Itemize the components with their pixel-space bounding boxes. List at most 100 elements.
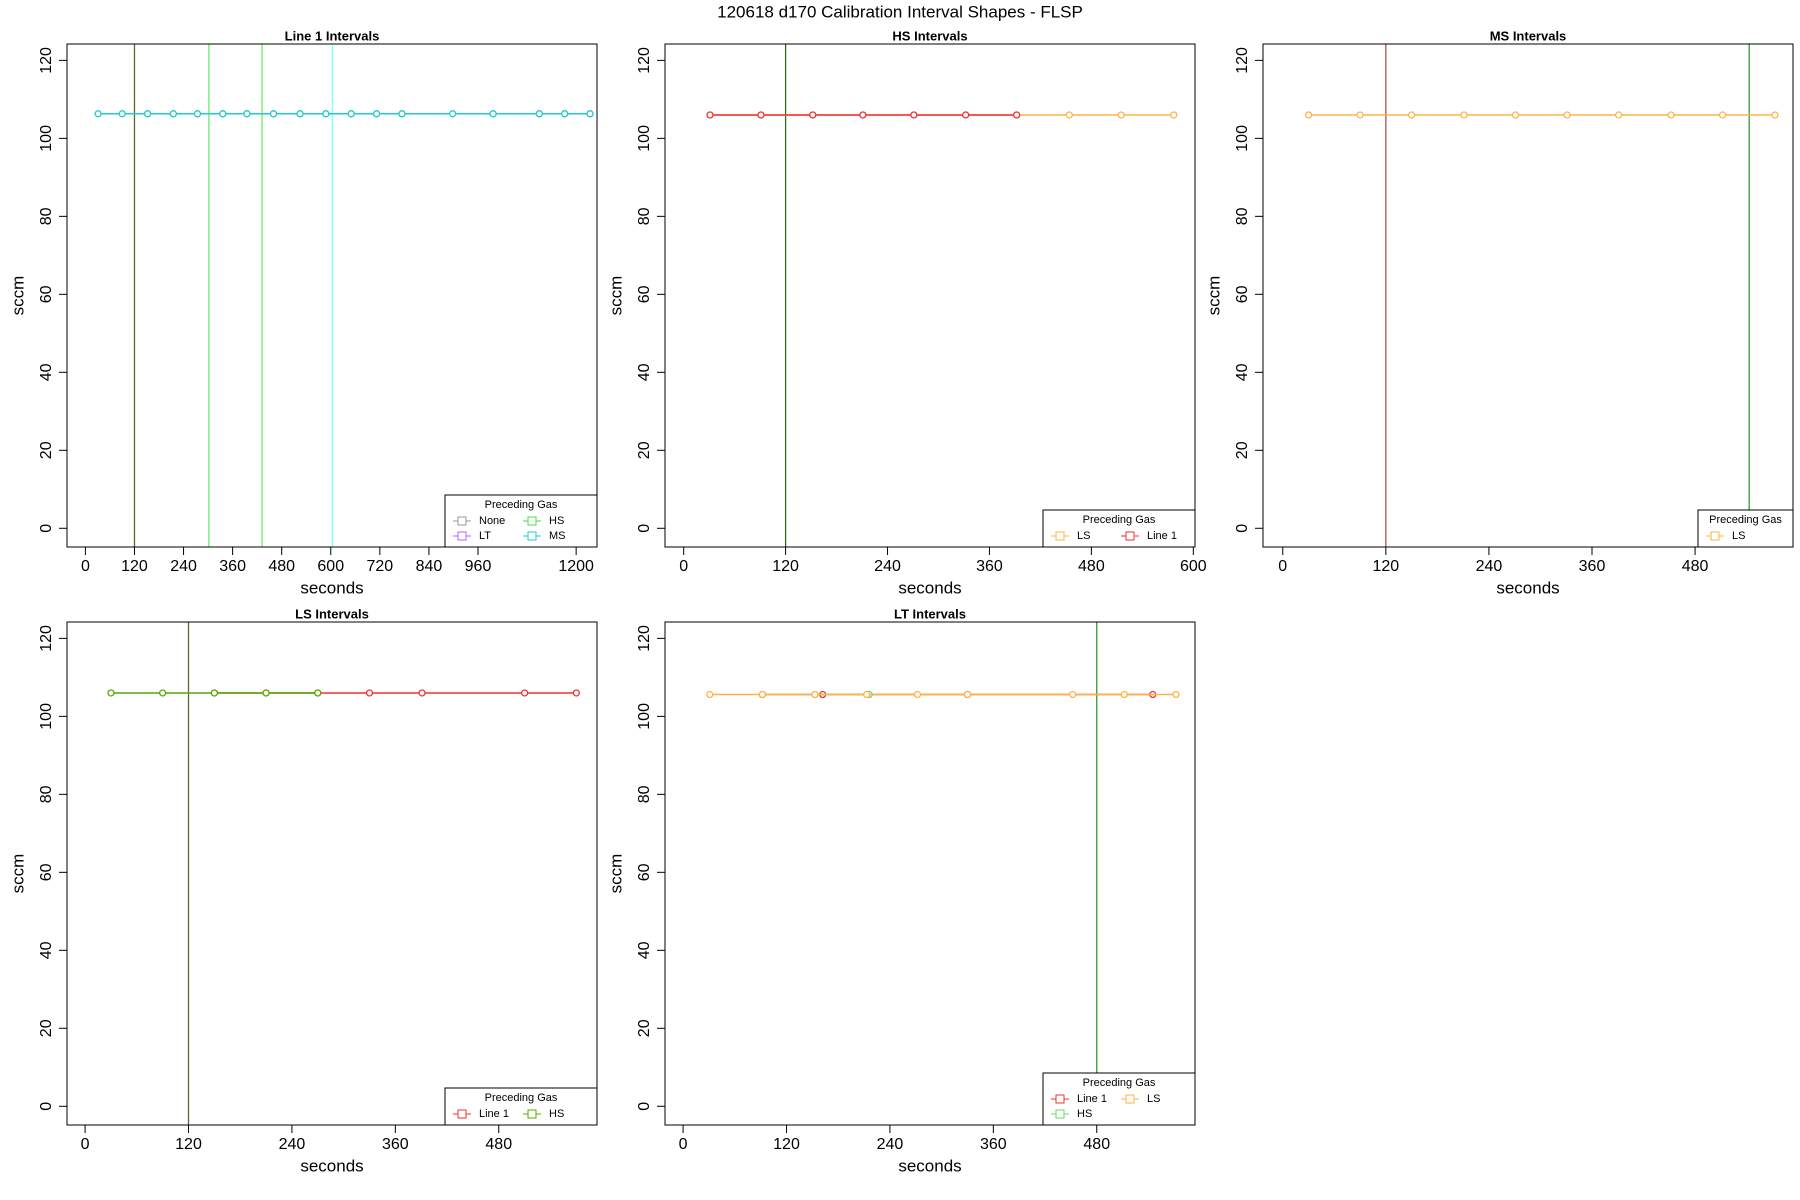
- data-point: [107, 689, 115, 697]
- plot-frame: [664, 43, 1196, 548]
- data-point: [1460, 111, 1468, 119]
- x-tick-label: 480: [1078, 558, 1105, 575]
- x-tick-label: 120: [772, 558, 799, 575]
- y-tick-label: 120: [636, 625, 653, 652]
- x-tick-label: 360: [219, 558, 246, 575]
- panel-title: LS Intervals: [295, 606, 369, 621]
- panel: MS Intervals 0 120 240 360 480 0 20 40 60 80 100 120…: [1204, 28, 1794, 597]
- y-tick-label: 20: [636, 441, 653, 459]
- data-point: [118, 110, 126, 118]
- x-tick-label: 0: [1278, 558, 1287, 575]
- legend-marker: [1055, 531, 1065, 541]
- y-tick-label: 120: [636, 47, 653, 74]
- legend-marker: [457, 1109, 467, 1119]
- data-point: [159, 689, 167, 697]
- y-axis-label: sccm: [8, 854, 27, 894]
- legend-marker: [527, 1109, 537, 1119]
- legend-label: LT: [479, 530, 491, 542]
- data-point: [561, 110, 569, 118]
- legend-label: MS: [549, 530, 566, 542]
- x-tick-label: 600: [317, 558, 344, 575]
- legend-label: LS: [1732, 530, 1745, 542]
- data-point: [910, 111, 918, 119]
- data-point: [757, 111, 765, 119]
- x-tick-label: 720: [366, 558, 393, 575]
- legend-title: Preceding Gas: [1083, 1077, 1156, 1089]
- legend-title: Preceding Gas: [1083, 514, 1156, 526]
- data-point: [1563, 111, 1571, 119]
- data-point: [1170, 111, 1178, 119]
- legend-label: None: [479, 515, 505, 527]
- data-point: [1172, 690, 1180, 699]
- y-tick-label: 20: [38, 1019, 55, 1037]
- data-point: [347, 110, 355, 118]
- data-point: [535, 110, 543, 118]
- x-tick-label: 480: [485, 1136, 512, 1153]
- x-axis-label: seconds: [898, 1156, 961, 1175]
- data-point: [1120, 690, 1128, 699]
- y-tick-label: 40: [1234, 363, 1251, 381]
- y-tick-label: 100: [38, 125, 55, 152]
- y-tick-label: 0: [1234, 524, 1251, 533]
- y-axis-label: sccm: [1204, 276, 1223, 316]
- y-axis-label: sccm: [606, 276, 625, 316]
- x-axis-label: seconds: [898, 578, 961, 597]
- data-point: [1511, 111, 1520, 119]
- data-point: [1065, 111, 1073, 119]
- data-point: [169, 110, 177, 118]
- x-tick-label: 0: [679, 1136, 688, 1153]
- legend-label: Line 1: [479, 1108, 509, 1120]
- x-tick-label: 360: [1579, 558, 1606, 575]
- data-point: [94, 110, 102, 118]
- plot-frame: [664, 621, 1196, 1126]
- y-tick-label: 20: [38, 441, 55, 459]
- legend-marker: [1055, 1109, 1065, 1119]
- data-point: [398, 110, 406, 118]
- y-tick-label: 120: [1234, 47, 1251, 74]
- x-tick-label: 480: [268, 558, 295, 575]
- legend-box: [1042, 509, 1196, 548]
- y-tick-label: 80: [636, 785, 653, 803]
- data-point: [1117, 111, 1125, 119]
- data-point: [706, 111, 714, 119]
- x-tick-label: 0: [81, 1136, 90, 1153]
- x-tick-label: 0: [81, 558, 90, 575]
- legend-marker: [457, 531, 467, 541]
- x-tick-label: 360: [976, 558, 1003, 575]
- y-axis-label: sccm: [8, 276, 27, 316]
- data-point: [863, 690, 871, 699]
- panel-title: LT Intervals: [894, 606, 966, 621]
- data-point: [296, 110, 304, 118]
- data-point: [243, 110, 251, 118]
- legend-label: HS: [549, 1108, 564, 1120]
- data-point: [193, 110, 202, 118]
- data-point: [963, 690, 972, 699]
- y-tick-label: 0: [38, 524, 55, 533]
- data-point: [1304, 111, 1313, 119]
- y-tick-label: 60: [636, 285, 653, 303]
- legend-marker: [457, 516, 467, 526]
- data-point: [1771, 111, 1779, 119]
- legend-marker: [1125, 531, 1135, 541]
- data-point: [1667, 111, 1675, 119]
- data-point: [372, 110, 381, 118]
- legend-label: HS: [549, 515, 564, 527]
- y-tick-label: 0: [636, 524, 653, 533]
- data-point: [758, 690, 767, 699]
- y-axis-label: sccm: [606, 854, 625, 894]
- plot-frame: [66, 621, 598, 1126]
- y-tick-label: 60: [636, 863, 653, 881]
- legend-marker: [1055, 1094, 1065, 1104]
- y-tick-label: 60: [1234, 285, 1251, 303]
- x-tick-label: 240: [170, 558, 197, 575]
- y-tick-label: 80: [38, 785, 55, 803]
- y-tick-label: 100: [636, 703, 653, 730]
- x-tick-label: 120: [1372, 558, 1399, 575]
- legend-label: LS: [1147, 1093, 1160, 1105]
- y-tick-label: 80: [1234, 207, 1251, 225]
- y-tick-label: 20: [636, 1019, 653, 1037]
- legend-label: HS: [1077, 1108, 1092, 1120]
